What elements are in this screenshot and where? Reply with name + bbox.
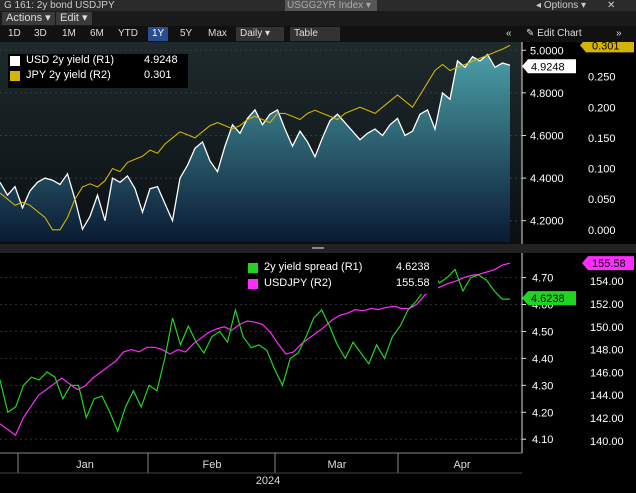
month-label: Mar <box>328 459 347 471</box>
actions-label: Actions <box>6 12 43 24</box>
collapse-icon[interactable]: « <box>506 28 512 39</box>
bottom-right-axis-tick: 146.00 <box>590 367 624 379</box>
usd-legend-swatch <box>10 56 20 66</box>
top-plot <box>0 44 511 242</box>
jpy-legend-label: JPY 2y yield (R2) <box>26 69 111 81</box>
menu-bar: Actions ▾ Edit ▾ <box>0 11 636 26</box>
usdjpy-line <box>0 262 511 437</box>
bottom-right-axis-tick: 142.00 <box>590 413 624 425</box>
jpy-legend-value: 0.301 <box>144 69 172 81</box>
bottom-left-axis-tick: 4.70 <box>532 273 553 285</box>
edit-chart-button[interactable]: ✎ Edit Chart <box>526 28 582 39</box>
bottom-right-axis-tick: 152.00 <box>590 299 624 311</box>
jpy-2y-line <box>0 44 511 231</box>
bottom-right-axis-tick: 150.00 <box>590 322 624 334</box>
expand-icon[interactable]: » <box>616 28 622 39</box>
usdjpy-legend-swatch <box>248 279 258 289</box>
month-label: Feb <box>203 459 222 471</box>
top-left-axis-tick: 4.4000 <box>530 173 564 185</box>
top-left-axis-tick: 4.6000 <box>530 130 564 142</box>
bottom-left-axis-tick: 4.30 <box>532 380 553 392</box>
top-left-axis-tick: 4.2000 <box>530 216 564 228</box>
usdjpy-last-value-text: 155.58 <box>592 258 626 270</box>
ticker-field-text: USGG2YR Index <box>287 0 364 11</box>
usd-last-value-text: 4.9248 <box>531 61 565 73</box>
month-label: Apr <box>453 459 470 471</box>
usd-2y-line <box>0 53 511 231</box>
bottom-right-axis-tick: 140.00 <box>590 436 624 448</box>
usd-last-value-tag <box>522 59 576 74</box>
frequency-select[interactable]: Daily ▾ <box>236 27 284 41</box>
options-menu[interactable]: ◂ Options ▾ <box>536 0 587 11</box>
top-right-axis-tick: 0.100 <box>588 164 616 176</box>
title-bar: G 161: 2y bond USDJPY USGG2YR Index ▾ ◂ … <box>0 0 636 11</box>
usdjpy-last-value-tag <box>582 256 634 271</box>
month-label: Jan <box>76 459 94 471</box>
jpy-legend-swatch <box>10 71 20 81</box>
range-1d[interactable]: 1D <box>8 28 21 39</box>
top-right-axis-tick: 0.250 <box>588 72 616 84</box>
range-6m[interactable]: 6M <box>90 28 104 39</box>
bottom-right-axis-tick: 154.00 <box>590 276 624 288</box>
usd-legend-label: USD 2y yield (R1) <box>26 54 115 66</box>
jpy-last-value-text: 0.301 <box>592 42 620 52</box>
close-icon[interactable]: ✕ <box>607 0 616 11</box>
top-left-axis-tick: 4.8000 <box>530 88 564 100</box>
bottom-left-axis-tick: 4.50 <box>532 326 553 338</box>
top-right-axis-tick: 0.000 <box>588 225 616 237</box>
actions-menu[interactable]: Actions ▾ <box>2 12 55 25</box>
top-right-axis-tick: 0.050 <box>588 194 616 206</box>
ticker-field[interactable]: USGG2YR Index ▾ <box>285 0 377 11</box>
bottom-right-axis-tick: 148.00 <box>590 345 624 357</box>
usdjpy-legend-label: USDJPY (R2) <box>264 277 332 289</box>
usd-2y-area <box>0 54 510 242</box>
range-toolbar: 1D 3D 1M 6M YTD 1Y 5Y Max Daily ▾ Table … <box>0 26 636 42</box>
axes-text: 5.00004.80004.60004.40004.20000.3000.250… <box>17 38 634 487</box>
bottom-left-axis-tick: 4.40 <box>532 353 553 365</box>
usd-legend-value: 4.9248 <box>144 54 178 66</box>
bottom-left-axis-tick: 4.20 <box>532 407 553 419</box>
frequency-label: Daily <box>240 28 263 39</box>
range-1m[interactable]: 1M <box>62 28 76 39</box>
spread-last-value-text: 4.6238 <box>531 293 565 305</box>
bottom-legend: 2y yield spread (R1) 4.6238 USDJPY (R2) … <box>240 260 438 294</box>
top-right-axis-tick: 0.150 <box>588 133 616 145</box>
range-5y[interactable]: 5Y <box>180 28 193 39</box>
range-3d[interactable]: 3D <box>34 28 47 39</box>
spread-last-value-tag <box>522 291 576 306</box>
bottom-right-axis-tick: 144.00 <box>590 390 624 402</box>
edit-menu[interactable]: Edit ▾ <box>56 12 92 25</box>
bottom-left-axis-tick: 4.10 <box>532 434 553 446</box>
options-label: Options <box>543 0 579 11</box>
jpy-last-value-tag <box>580 38 634 53</box>
top-legend: USD 2y yield (R1) 4.9248 JPY 2y yield (R… <box>8 54 188 88</box>
year-label: 2024 <box>256 475 280 487</box>
top-left-axis-tick: 5.0000 <box>530 45 564 57</box>
range-max[interactable]: Max <box>208 28 227 39</box>
divider-grip[interactable] <box>312 247 324 249</box>
spread-legend-value: 4.6238 <box>396 261 430 273</box>
edit-label: Edit <box>60 12 79 24</box>
spread-legend-label: 2y yield spread (R1) <box>264 261 363 273</box>
table-button[interactable]: Table <box>290 27 340 41</box>
top-right-axis-tick: 0.200 <box>588 102 616 114</box>
window-title: G 161: 2y bond USDJPY <box>4 0 115 11</box>
usdjpy-legend-value: 155.58 <box>396 277 430 289</box>
range-1y[interactable]: 1Y <box>148 27 169 41</box>
spread-legend-swatch <box>248 263 258 273</box>
range-ytd[interactable]: YTD <box>118 28 138 39</box>
edit-chart-label: Edit Chart <box>537 28 582 39</box>
